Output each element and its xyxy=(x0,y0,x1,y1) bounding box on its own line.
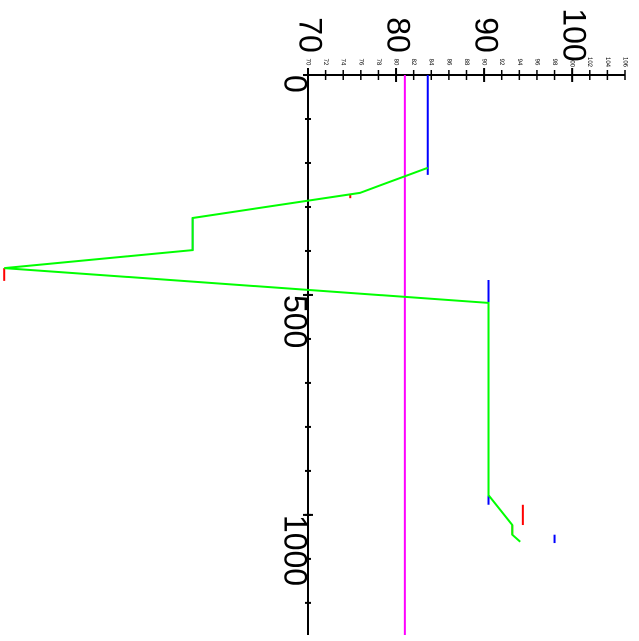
y-tick-label: 90 xyxy=(469,17,505,53)
y-minor-tick-label: 88 xyxy=(463,59,469,66)
y-tick-label: 100 xyxy=(557,8,593,61)
y-minor-tick-label: 82 xyxy=(410,59,416,66)
y-minor-tick-label: 78 xyxy=(375,59,381,66)
x-tick-label: 500 xyxy=(278,295,314,348)
y-minor-tick-label: 80 xyxy=(392,59,398,66)
y-minor-tick-label: 76 xyxy=(357,59,363,66)
y-minor-tick-label: 102 xyxy=(586,57,592,68)
y-minor-tick-label: 70 xyxy=(304,59,310,66)
y-minor-tick-label: 94 xyxy=(516,59,522,66)
y-minor-tick-label: 72 xyxy=(322,59,328,66)
y-minor-tick-label: 74 xyxy=(340,59,346,66)
y-minor-tick-label: 104 xyxy=(604,57,610,68)
y-tick-label: 70 xyxy=(293,17,329,53)
data-line xyxy=(4,166,521,543)
y-minor-tick-label: 86 xyxy=(445,59,451,66)
y-minor-tick-label: 90 xyxy=(481,59,487,66)
y-minor-tick-label: 98 xyxy=(551,59,557,66)
y-minor-tick-label: 92 xyxy=(498,59,504,66)
y-minor-tick-label: 100 xyxy=(569,57,575,68)
x-tick-label: 0 xyxy=(278,75,314,93)
y-minor-tick-label: 106 xyxy=(621,57,627,68)
y-minor-tick-label: 96 xyxy=(533,59,539,66)
y-minor-tick-label: 84 xyxy=(428,59,434,66)
y-tick-label: 80 xyxy=(381,17,417,53)
x-tick-label: 1000 xyxy=(278,515,314,586)
